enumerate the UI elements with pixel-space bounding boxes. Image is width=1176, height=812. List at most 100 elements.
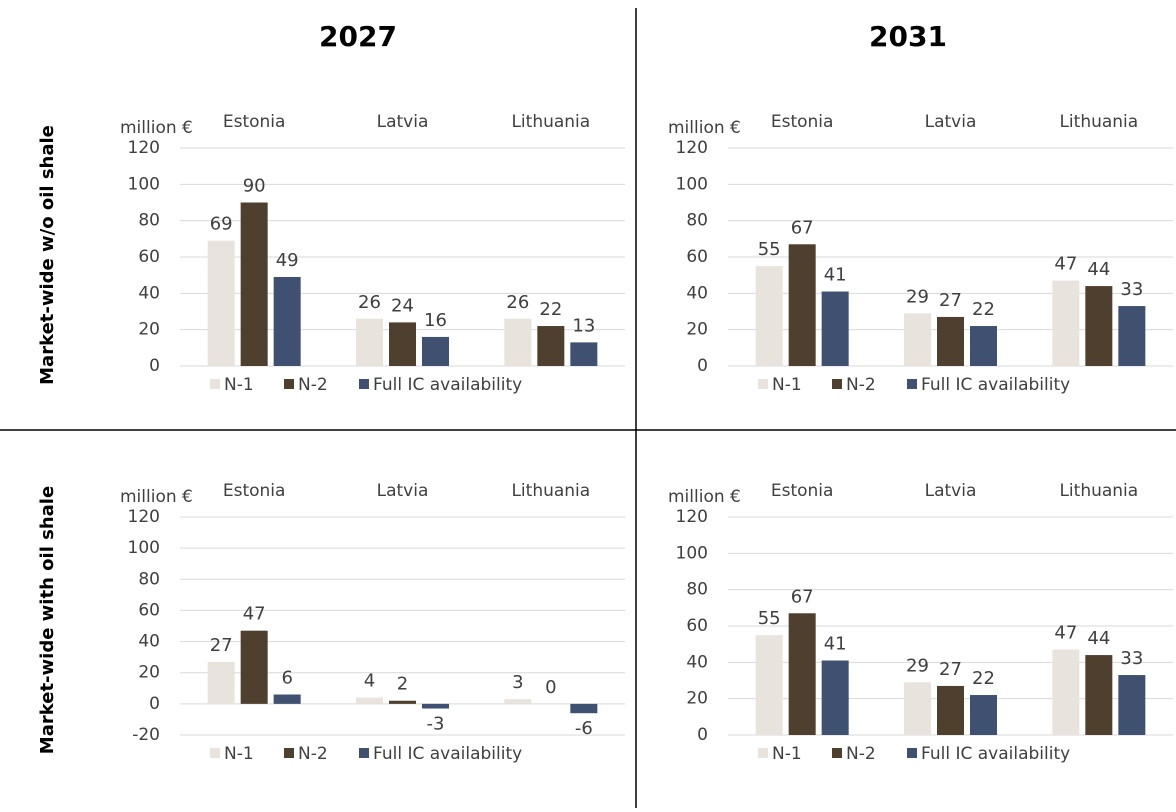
legend-swatch	[907, 379, 917, 389]
y-axis-label: million €	[120, 118, 193, 138]
y-axis-label: million €	[120, 487, 193, 507]
category-label: Lithuania	[511, 481, 590, 501]
bar	[904, 682, 931, 735]
bar	[1118, 306, 1146, 366]
category-label: Estonia	[771, 112, 834, 132]
data-label: 47	[243, 604, 266, 625]
data-label: 6	[281, 668, 292, 689]
data-label: 2	[397, 674, 408, 695]
y-tick-label: 20	[138, 663, 160, 683]
bar	[389, 322, 416, 366]
legend-label: N-1	[772, 375, 802, 395]
legend-label: Full IC availability	[373, 744, 522, 764]
bar	[1085, 655, 1113, 735]
bar	[570, 342, 598, 366]
legend-label: Full IC availability	[373, 375, 522, 395]
y-tick-label: 60	[686, 247, 708, 267]
bar	[504, 318, 532, 366]
data-label: 47	[1054, 623, 1077, 644]
y-tick-label: 60	[138, 600, 160, 620]
bar	[788, 613, 816, 735]
y-tick-label: 0	[149, 356, 160, 376]
y-tick-label: 20	[138, 320, 160, 340]
data-label: 16	[424, 310, 447, 331]
y-tick-label: 100	[128, 174, 160, 194]
y-tick-label: 40	[138, 283, 160, 303]
bar	[1052, 649, 1080, 735]
data-label: 27	[939, 290, 962, 311]
y-tick-label: 0	[697, 725, 708, 745]
bar	[273, 276, 301, 366]
bar	[937, 685, 964, 735]
category-label: Latvia	[377, 481, 429, 501]
legend-label: N-2	[846, 744, 876, 764]
category-label: Lithuania	[1059, 481, 1138, 501]
data-label: 24	[391, 295, 414, 316]
y-tick-label: 100	[128, 538, 160, 558]
y-tick-label: 80	[138, 569, 160, 589]
legend-label: N-2	[298, 375, 328, 395]
legend-label: N-2	[298, 744, 328, 764]
y-tick-label: 120	[676, 138, 708, 158]
y-tick-label: 100	[676, 543, 708, 563]
legend-label: N-1	[224, 375, 254, 395]
data-label: 55	[758, 608, 781, 629]
bar	[1118, 675, 1146, 735]
bar	[570, 703, 598, 714]
y-tick-label: 40	[138, 632, 160, 652]
category-label: Estonia	[223, 481, 286, 501]
bar	[755, 635, 783, 735]
y-tick-label: 0	[149, 694, 160, 714]
y-tick-label: 20	[686, 689, 708, 709]
legend-swatch	[832, 748, 842, 758]
bar	[904, 313, 931, 366]
legend-swatch	[359, 379, 369, 389]
legend-swatch	[210, 379, 220, 389]
bar	[240, 630, 268, 704]
category-label: Estonia	[771, 481, 834, 501]
bar	[504, 699, 532, 704]
y-tick-label: 80	[686, 211, 708, 231]
data-label: 29	[906, 655, 929, 676]
bar	[1052, 280, 1080, 366]
bar	[240, 202, 268, 366]
row-header: Market-wide w/o oil shale	[37, 125, 58, 385]
data-label: 33	[1120, 648, 1143, 669]
data-label: 3	[512, 672, 523, 693]
data-label: 0	[545, 677, 556, 698]
column-header: 2031	[869, 20, 947, 53]
bar	[1085, 286, 1113, 366]
data-label: 29	[906, 286, 929, 307]
bar	[821, 660, 849, 735]
data-label: -6	[575, 718, 593, 739]
legend-label: Full IC availability	[921, 375, 1070, 395]
legend-swatch	[758, 379, 768, 389]
data-label: 33	[1120, 279, 1143, 300]
category-label: Latvia	[925, 112, 977, 132]
data-label: 44	[1087, 259, 1110, 280]
bar	[537, 326, 565, 366]
y-tick-label: 120	[128, 138, 160, 158]
bar	[389, 700, 416, 704]
legend-swatch	[758, 748, 768, 758]
data-label: 90	[243, 176, 266, 197]
legend-label: N-1	[772, 744, 802, 764]
bar	[821, 291, 849, 366]
bar	[970, 326, 997, 366]
data-label: 22	[972, 668, 995, 689]
data-label: 41	[824, 634, 847, 655]
bar	[356, 697, 383, 704]
category-label: Latvia	[925, 481, 977, 501]
data-label: 67	[791, 217, 814, 238]
y-tick-label: 80	[686, 580, 708, 600]
legend-swatch	[210, 748, 220, 758]
category-label: Latvia	[377, 112, 429, 132]
column-header: 2027	[319, 20, 397, 53]
bar	[755, 266, 783, 366]
bar	[422, 703, 449, 709]
data-label: 55	[758, 239, 781, 260]
bar	[937, 316, 964, 366]
data-label: 49	[276, 250, 299, 271]
legend-swatch	[907, 748, 917, 758]
